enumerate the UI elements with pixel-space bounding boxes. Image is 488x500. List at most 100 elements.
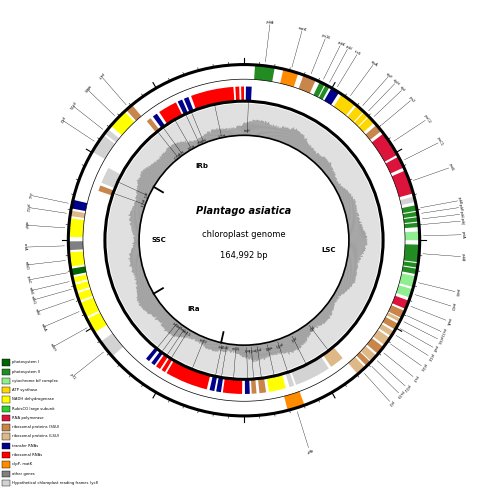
- Wedge shape: [156, 162, 166, 170]
- Wedge shape: [137, 281, 148, 286]
- Text: rrn16: rrn16: [185, 142, 194, 149]
- Wedge shape: [223, 344, 226, 352]
- Wedge shape: [327, 172, 334, 177]
- Wedge shape: [330, 300, 335, 304]
- Wedge shape: [176, 326, 184, 336]
- Wedge shape: [168, 321, 178, 334]
- Wedge shape: [254, 65, 275, 82]
- Wedge shape: [130, 254, 140, 257]
- Wedge shape: [173, 324, 183, 336]
- Wedge shape: [322, 310, 330, 318]
- Wedge shape: [341, 195, 351, 200]
- Wedge shape: [345, 206, 357, 210]
- Wedge shape: [311, 154, 317, 160]
- Wedge shape: [347, 221, 360, 224]
- Wedge shape: [290, 334, 299, 350]
- Wedge shape: [321, 310, 330, 319]
- Wedge shape: [299, 329, 307, 342]
- Wedge shape: [334, 184, 339, 187]
- Text: ndhB: ndhB: [264, 344, 272, 350]
- Wedge shape: [144, 300, 159, 311]
- Wedge shape: [130, 256, 141, 258]
- Wedge shape: [159, 102, 183, 124]
- Wedge shape: [326, 170, 334, 176]
- Wedge shape: [245, 379, 250, 394]
- Wedge shape: [339, 190, 348, 196]
- Wedge shape: [346, 264, 358, 269]
- Wedge shape: [316, 156, 325, 165]
- Wedge shape: [323, 347, 343, 367]
- Wedge shape: [156, 354, 168, 369]
- Wedge shape: [343, 274, 356, 279]
- Wedge shape: [248, 122, 249, 136]
- Wedge shape: [148, 167, 161, 177]
- Wedge shape: [151, 351, 163, 365]
- Wedge shape: [131, 225, 140, 228]
- Wedge shape: [302, 327, 309, 338]
- Wedge shape: [188, 332, 193, 339]
- Wedge shape: [356, 352, 370, 366]
- Wedge shape: [343, 200, 356, 206]
- Wedge shape: [344, 272, 356, 276]
- Wedge shape: [297, 138, 305, 150]
- Wedge shape: [332, 181, 338, 185]
- Wedge shape: [330, 177, 336, 182]
- Text: trnV: trnV: [244, 348, 250, 352]
- Wedge shape: [300, 140, 307, 152]
- Wedge shape: [158, 312, 168, 321]
- Circle shape: [107, 104, 381, 377]
- Wedge shape: [136, 284, 149, 292]
- Wedge shape: [233, 344, 235, 353]
- Wedge shape: [191, 141, 196, 148]
- Wedge shape: [291, 356, 329, 385]
- Wedge shape: [273, 341, 278, 355]
- Wedge shape: [134, 274, 145, 278]
- Wedge shape: [68, 242, 83, 250]
- Wedge shape: [349, 234, 366, 236]
- Wedge shape: [336, 290, 343, 294]
- Wedge shape: [313, 319, 320, 326]
- Wedge shape: [111, 112, 135, 136]
- Wedge shape: [340, 282, 350, 288]
- Wedge shape: [299, 138, 307, 151]
- Wedge shape: [253, 344, 256, 360]
- Wedge shape: [195, 334, 199, 342]
- Wedge shape: [141, 176, 155, 186]
- Wedge shape: [279, 128, 285, 141]
- Wedge shape: [132, 206, 144, 210]
- Wedge shape: [348, 232, 365, 234]
- Bar: [2, 378, 10, 384]
- Wedge shape: [346, 213, 358, 217]
- Wedge shape: [205, 339, 210, 349]
- Wedge shape: [277, 340, 283, 353]
- Wedge shape: [331, 298, 336, 302]
- Wedge shape: [249, 345, 251, 358]
- Text: rps12: rps12: [247, 347, 256, 352]
- Wedge shape: [161, 315, 171, 326]
- Wedge shape: [130, 258, 141, 260]
- Text: psaC: psaC: [26, 276, 31, 284]
- Bar: [2, 387, 10, 394]
- Wedge shape: [308, 322, 315, 330]
- Wedge shape: [179, 142, 186, 154]
- Wedge shape: [218, 128, 222, 138]
- Wedge shape: [178, 100, 188, 115]
- Wedge shape: [284, 392, 305, 410]
- Wedge shape: [337, 188, 345, 193]
- Wedge shape: [136, 196, 147, 201]
- Wedge shape: [130, 259, 141, 262]
- Wedge shape: [136, 280, 147, 285]
- Wedge shape: [129, 220, 141, 223]
- Wedge shape: [136, 196, 147, 202]
- Wedge shape: [339, 284, 350, 290]
- Wedge shape: [134, 238, 139, 240]
- Wedge shape: [348, 246, 366, 249]
- Wedge shape: [344, 270, 357, 275]
- Wedge shape: [396, 285, 413, 298]
- Wedge shape: [403, 262, 418, 268]
- Wedge shape: [310, 320, 317, 328]
- Wedge shape: [302, 144, 309, 154]
- Wedge shape: [232, 128, 234, 136]
- Wedge shape: [344, 271, 357, 276]
- Wedge shape: [280, 338, 286, 353]
